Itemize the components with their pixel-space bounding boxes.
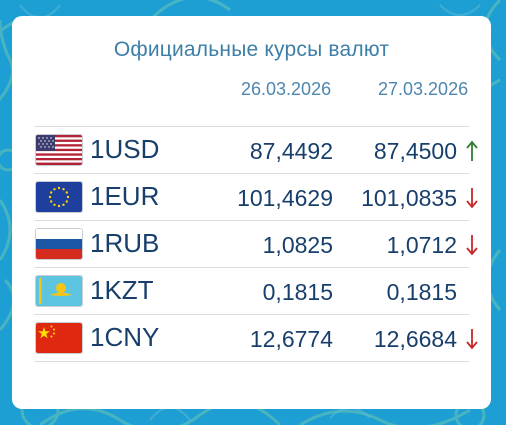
arrow-down-icon (465, 327, 479, 351)
kazakhstan-flag-icon (36, 276, 82, 306)
currency-code: 1CNY (90, 322, 160, 352)
rate-date1: 0,1815 (262, 279, 333, 305)
rate-row-eur: 1EUR 101,4629 101,0835 (34, 173, 478, 220)
rate-row-usd: 1USD 87,4492 87,4500 (34, 126, 478, 173)
rate-date1: 12,6774 (249, 326, 333, 352)
date-header-2: 27.03.2026 (378, 79, 469, 99)
rate-row-kzt: 1KZT 0,1815 0,1815 (34, 267, 469, 314)
rate-row-rub: 1RUB 1,0825 1,0712 (34, 220, 478, 267)
rate-date1: 101,4629 (237, 185, 333, 211)
currency-code: 1EUR (90, 181, 160, 211)
rates-table: 1USD 87,4492 87,4500 1EUR (34, 126, 478, 362)
currency-code: 1KZT (90, 275, 154, 305)
russia-flag-icon (36, 229, 82, 259)
currency-code: 1RUB (90, 228, 160, 258)
rate-date2: 101,0835 (361, 185, 457, 211)
date-header-1: 26.03.2026 (241, 79, 332, 99)
currency-rates-card: Официальные курсы валют 26.03.2026 27.03… (12, 16, 491, 409)
arrow-down-icon (465, 233, 479, 257)
eu-flag-icon (36, 182, 82, 212)
currency-code: 1USD (90, 134, 160, 164)
rate-date1: 1,0825 (262, 232, 333, 258)
card-title: Официальные курсы валют (113, 38, 390, 61)
rate-date2: 12,6684 (373, 326, 457, 352)
rate-date1: 87,4492 (249, 138, 333, 164)
usa-flag-icon (36, 135, 82, 165)
arrow-down-icon (465, 186, 479, 210)
rate-date2: 1,0712 (386, 232, 457, 258)
china-flag-icon (36, 323, 82, 353)
rate-date2: 87,4500 (373, 138, 457, 164)
rate-date2: 0,1815 (386, 279, 457, 305)
rate-row-cny: 1CNY 12,6774 12,6684 (34, 314, 478, 362)
arrow-up-icon (465, 139, 479, 163)
